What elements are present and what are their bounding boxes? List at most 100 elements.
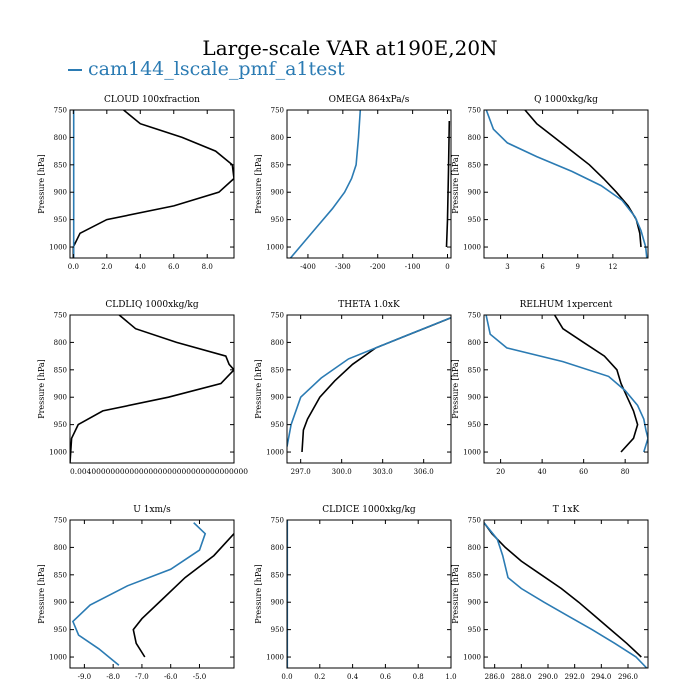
y-tick-label: 750 <box>271 517 284 525</box>
panel-frame <box>286 519 452 669</box>
x-tick-label: 0.6 <box>380 673 392 681</box>
series-line-1 <box>71 522 207 666</box>
y-tick-label: 800 <box>271 339 284 347</box>
x-tick-label: 290.0 <box>538 673 558 681</box>
panel-8: T 1xK Pressure [hPa] 750 800 850 900 950 1000 28… <box>451 505 649 681</box>
x-tick-label: 12 <box>608 263 617 271</box>
x-tick-label: 306.0 <box>414 468 434 476</box>
series-line-0 <box>289 110 362 258</box>
y-tick-label: 900 <box>271 189 284 197</box>
y-tick-label: 850 <box>271 571 284 579</box>
panel-3: CLDLIQ 1000xkg/kg Pressure [hPa] 750 800 850… <box>37 300 248 476</box>
x-tick-label: -6.0 <box>164 673 178 681</box>
x-tick-label: -100 <box>405 263 421 271</box>
legend-line-icon <box>68 69 82 71</box>
y-tick-label: 1000 <box>49 654 67 662</box>
series-line-1 <box>484 522 648 668</box>
y-tick-label: 950 <box>468 626 481 634</box>
series-line-1 <box>485 110 648 258</box>
y-tick-label: 950 <box>54 216 67 224</box>
x-tick-label: 6 <box>540 263 545 271</box>
y-tick-label: 750 <box>54 517 67 525</box>
y-tick-label: 850 <box>54 161 67 169</box>
x-tick-label: 297.0 <box>291 468 311 476</box>
y-axis-label: Pressure [hPa] <box>451 359 460 419</box>
y-tick-label: 900 <box>271 394 284 402</box>
y-tick-label: 750 <box>468 517 481 525</box>
x-tick-label: 0.8 <box>413 673 424 681</box>
x-tick-label: 294.0 <box>591 673 611 681</box>
y-tick-label: 950 <box>468 216 481 224</box>
y-tick-label: 800 <box>271 544 284 552</box>
panel-title: CLOUD 100xfraction <box>104 95 200 105</box>
panel-title: U 1xm/s <box>133 505 171 515</box>
y-tick-label: 950 <box>54 421 67 429</box>
y-tick-label: 900 <box>468 599 481 607</box>
series-line-0 <box>484 522 642 658</box>
panel-6: U 1xm/s Pressure [hPa] 750 800 850 900 950 1000… <box>37 505 235 681</box>
x-tick-label: 40 <box>538 468 547 476</box>
y-tick-label: 900 <box>54 189 67 197</box>
y-tick-label: 750 <box>271 107 284 115</box>
y-tick-label: 800 <box>54 544 67 552</box>
panel-title: CLDICE 1000xkg/kg <box>322 505 416 515</box>
x-tick-label: 0.004000000000000000000000000000000000 <box>70 468 248 476</box>
x-tick-label: -8.0 <box>106 673 120 681</box>
x-tick-label: -9.0 <box>78 673 92 681</box>
panel-5: RELHUM 1xpercent Pressure [hPa] 750 800 850 9… <box>451 300 649 476</box>
y-tick-label: 750 <box>54 312 67 320</box>
y-tick-label: 1000 <box>49 449 67 457</box>
y-tick-label: 1000 <box>463 449 481 457</box>
y-tick-label: 950 <box>271 626 284 634</box>
x-tick-label: 6.0 <box>168 263 179 271</box>
x-tick-label: 303.0 <box>373 468 393 476</box>
panel-title: THETA 1.0xK <box>338 300 400 310</box>
panel-title: T 1xK <box>553 505 580 515</box>
series-line-0 <box>524 110 642 248</box>
y-axis-label: Pressure [hPa] <box>451 564 460 624</box>
y-tick-label: 850 <box>468 366 481 374</box>
x-tick-label: 292.0 <box>565 673 585 681</box>
x-tick-label: 60 <box>579 468 588 476</box>
y-tick-label: 900 <box>468 189 481 197</box>
y-tick-label: 900 <box>54 599 67 607</box>
panel-4: THETA 1.0xK Pressure [hPa] 750 800 850 900 950… <box>254 300 452 476</box>
panel-frame <box>286 109 452 259</box>
x-tick-label: 0.0 <box>281 673 292 681</box>
y-tick-label: 900 <box>271 599 284 607</box>
x-tick-label: 0.0 <box>68 263 79 271</box>
panel-frame <box>483 519 649 669</box>
panel-frame <box>286 314 452 464</box>
panel-2: Q 1000xkg/kg Pressure [hPa] 750 800 850 900 95… <box>451 95 649 271</box>
y-tick-label: 850 <box>271 366 284 374</box>
series-line-0 <box>132 533 234 658</box>
x-tick-label: 296.0 <box>618 673 638 681</box>
y-tick-label: 950 <box>468 421 481 429</box>
series-line-0 <box>301 316 451 453</box>
x-tick-label: 0.2 <box>314 673 325 681</box>
x-tick-label: -7.0 <box>135 673 149 681</box>
y-tick-label: 850 <box>271 161 284 169</box>
legend-label: cam144_lscale_pmf_a1test <box>88 58 345 80</box>
y-axis-label: Pressure [hPa] <box>254 359 263 419</box>
panel-title: OMEGA 864xPa/s <box>329 95 410 105</box>
y-tick-label: 900 <box>54 394 67 402</box>
series-line-1 <box>485 315 648 453</box>
x-tick-label: -300 <box>335 263 351 271</box>
y-tick-label: 800 <box>54 339 67 347</box>
panel-frame <box>483 109 649 259</box>
y-tick-label: 800 <box>468 134 481 142</box>
panel-frame <box>69 519 235 669</box>
y-tick-label: 1000 <box>463 654 481 662</box>
y-tick-label: 750 <box>54 107 67 115</box>
y-tick-label: 1000 <box>266 654 284 662</box>
y-axis-label: Pressure [hPa] <box>254 564 263 624</box>
panel-title: Q 1000xkg/kg <box>534 95 598 105</box>
y-tick-label: 1000 <box>463 244 481 252</box>
panel-7: CLDICE 1000xkg/kg Pressure [hPa] 750 800 850… <box>254 505 457 681</box>
y-tick-label: 850 <box>54 571 67 579</box>
x-tick-label: 80 <box>621 468 630 476</box>
panel-frame <box>69 109 235 259</box>
x-tick-label: 9 <box>575 263 579 271</box>
